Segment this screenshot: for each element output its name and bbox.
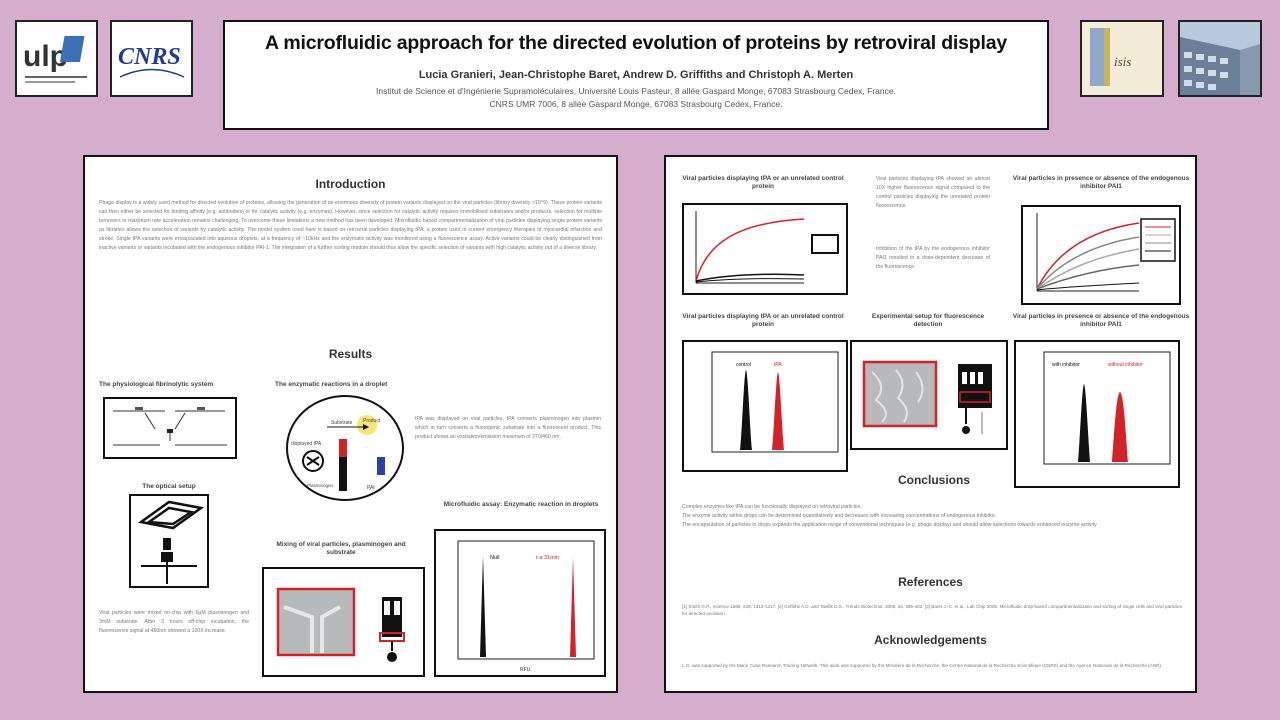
conclusions-text: Complex enzymes like tPA can be function…	[682, 503, 1182, 563]
left-panel: Introduction Phage display is a widely u…	[83, 155, 618, 693]
results-heading: Results	[328, 347, 373, 361]
tpa-text: tPA was displayed on viral particles. tP…	[415, 416, 601, 440]
fibrinolytic-title: The physiological fibrinolytic system	[99, 381, 214, 388]
optical-setup-diagram	[129, 494, 209, 588]
isis-logo: isis	[1080, 20, 1164, 97]
mixing-title: Mixing of viral particles, plasminogen a…	[276, 541, 406, 556]
droplet-diagram: Substrate Product displayed tPA Plasmino…	[283, 393, 407, 503]
fig4-legend-control: control	[736, 362, 751, 368]
affiliation-line-1: Institut de Science et d'Ingénierie Supr…	[376, 86, 896, 96]
plasminogen-label: Plasminogen	[307, 483, 334, 488]
ulp-logo-text: ulp	[23, 40, 68, 73]
conclusion-3: The encapsulation of particles in drops …	[682, 522, 1098, 528]
assay-title: Microfluidic assay: Enzymatic reaction i…	[443, 501, 599, 508]
assay-legend-null: Null	[490, 555, 499, 561]
fig1-chart	[682, 203, 848, 295]
fig6-legend-with: with inhibitor	[1052, 362, 1080, 368]
introduction-text: Phage display is a widely used method fo…	[99, 200, 602, 251]
viral-particles-text: Viral particles were mixed on-chip with …	[99, 610, 249, 634]
affiliation-line-2: CNRS UMR 7006, 8 allée Gaspard Monge, 67…	[489, 99, 783, 109]
fig4-legend-tpa: tPA	[774, 362, 782, 368]
right-panel: Viral particles displaying tPA or an unr…	[664, 155, 1197, 693]
building-photo	[1178, 20, 1262, 97]
product-label: Product	[363, 418, 381, 424]
enzymatic-title: The enzymatic reactions in a droplet	[275, 381, 388, 388]
references-heading: References	[898, 575, 963, 589]
fig1-description: Viral particles displaying tPA showed an…	[876, 176, 990, 209]
fig3-chart	[1021, 205, 1181, 305]
cnrs-logo-text: CNRS	[118, 44, 181, 70]
fibrinolytic-diagram	[103, 397, 237, 459]
fig6-legend-without: without inhibitor	[1108, 362, 1143, 368]
fig6-title: Viral particles in presence or absence o…	[1012, 313, 1190, 328]
fig1-title: Viral particles displaying tPA or an unr…	[682, 175, 844, 190]
conclusion-1: Complex enzymes like tPA can be function…	[682, 504, 862, 510]
fig4-histogram: control tPA	[682, 340, 848, 472]
introduction-heading: Introduction	[315, 177, 386, 191]
optical-setup-title: The optical setup	[142, 483, 196, 490]
acknowledgements-text: L.G. was supported by the Marie Curie Re…	[682, 663, 1163, 668]
substrate-label: Substrate	[331, 420, 353, 426]
assay-legend-tpa: t-a 31min	[536, 555, 559, 561]
pai-label: PAI	[367, 485, 375, 491]
fig2-description: Inhibition of the tPA by the endogenous …	[876, 246, 990, 270]
fig6-histogram: with inhibitor without inhibitor	[1014, 340, 1180, 488]
authors: Lucia Granieri, Jean-Christophe Baret, A…	[418, 69, 854, 81]
mixing-figure	[262, 567, 425, 677]
acknowledgements-heading: Acknowledgements	[874, 633, 987, 647]
ulp-logo: ulp	[15, 20, 98, 97]
conclusions-heading: Conclusions	[897, 473, 970, 487]
assay-x-label: RFU	[520, 667, 531, 673]
poster-title: A microfluidic approach for the directed…	[264, 32, 1008, 54]
fig3-title: Viral particles in presence or absence o…	[1012, 175, 1190, 190]
affiliation: Institut de Science et d'Ingénierie Supr…	[225, 85, 1047, 111]
displayed-tpa-label: displayed tPA	[291, 441, 322, 447]
conclusion-2: The enzyme activity within drops can be …	[682, 513, 997, 519]
fig5-setup	[850, 340, 1008, 450]
references-text: [1] Smith G.P., Science 1985, 228, 1315-…	[682, 604, 1182, 616]
isis-logo-text: isis	[1114, 54, 1131, 69]
fig4-title: Viral particles displaying tPA or an unr…	[682, 313, 844, 328]
pai-bar	[377, 457, 385, 475]
fig5-title: Experimental setup for fluorescence dete…	[871, 313, 985, 328]
cnrs-logo: CNRS	[110, 20, 193, 97]
assay-histogram: Null t-a 31min RFU	[434, 529, 606, 677]
poster-header: A microfluidic approach for the directed…	[223, 20, 1049, 130]
